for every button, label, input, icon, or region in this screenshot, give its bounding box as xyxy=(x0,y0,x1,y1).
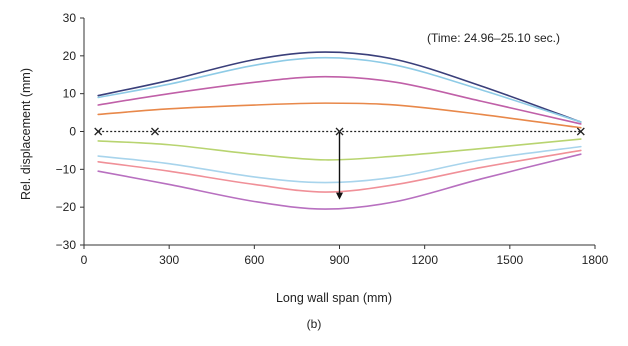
series-line xyxy=(97,102,582,129)
sensor-marker-stroke xyxy=(576,127,585,136)
series-line xyxy=(97,145,582,184)
series-line xyxy=(97,51,582,123)
sensor-marker-stroke xyxy=(94,127,103,136)
y-tick-label: 0 xyxy=(69,125,76,139)
axes-group xyxy=(80,17,596,249)
sensor-marker xyxy=(151,127,159,136)
x-tick-label: 1200 xyxy=(411,253,438,267)
series-group xyxy=(97,51,582,210)
sensor-marker-stroke xyxy=(151,127,159,136)
series-line xyxy=(97,56,582,123)
sensor-marker xyxy=(576,127,585,136)
series-line xyxy=(97,153,582,210)
series-line xyxy=(97,149,582,193)
x-tick-label: 600 xyxy=(244,253,264,267)
x-axis-title: Long wall span (mm) xyxy=(276,291,392,305)
x-tick-label: 0 xyxy=(81,253,88,267)
series-line xyxy=(97,75,582,125)
markers-group xyxy=(94,127,585,136)
series-line xyxy=(97,138,582,161)
displacement-arrow-head xyxy=(336,192,343,200)
figure-caption: (b) xyxy=(307,317,322,331)
y-tick-label: 10 xyxy=(63,87,77,101)
y-tick-label: 20 xyxy=(63,49,77,63)
arrow-group xyxy=(336,131,343,200)
y-tick-label: −20 xyxy=(56,200,77,214)
x-tick-label: 1500 xyxy=(496,253,523,267)
sensor-marker xyxy=(335,127,344,136)
y-tick-label: 30 xyxy=(63,11,77,25)
x-tick-label: 300 xyxy=(159,253,179,267)
time-annotation: (Time: 24.96–25.10 sec.) xyxy=(427,31,560,45)
sensor-marker xyxy=(94,127,103,136)
sensor-marker-stroke xyxy=(335,127,344,136)
x-tick-label: 900 xyxy=(329,253,349,267)
y-axis-title: Rel. displacement (mm) xyxy=(19,68,33,200)
y-tick-label: −30 xyxy=(56,238,77,252)
y-tick-label: −10 xyxy=(56,162,77,176)
x-tick-label: 1800 xyxy=(582,253,609,267)
